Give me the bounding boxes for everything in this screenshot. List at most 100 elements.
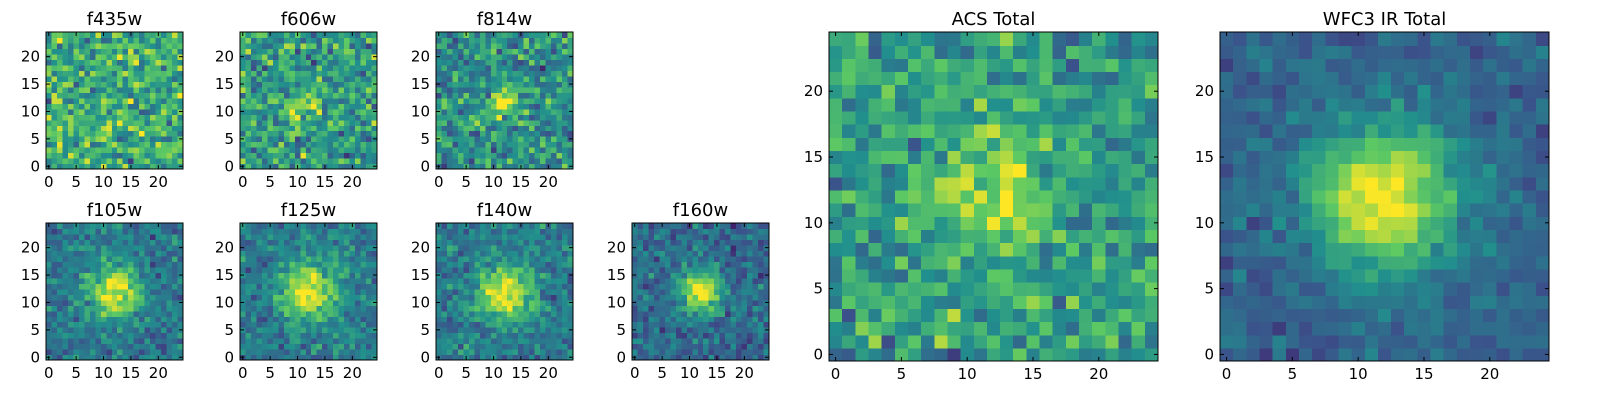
heatmap-cell (747, 283, 754, 290)
heatmap-cell (1013, 242, 1027, 257)
heatmap-cell (78, 250, 85, 257)
heatmap-cell (177, 64, 184, 71)
heatmap-cell (272, 75, 279, 82)
heatmap-cell (551, 75, 558, 82)
heatmap-cell (567, 332, 574, 339)
heatmap-cell (133, 327, 140, 334)
heatmap-cell (272, 163, 279, 170)
heatmap-cell (289, 305, 296, 312)
heatmap-cell (67, 354, 74, 361)
heatmap-cell (366, 321, 373, 328)
heatmap-cell (283, 261, 290, 268)
heatmap-cell (670, 354, 677, 361)
heatmap-cell (62, 261, 69, 268)
heatmap-cell (366, 228, 373, 235)
heatmap-cell (463, 81, 470, 88)
heatmap-cell (501, 332, 508, 339)
heatmap-cell (111, 327, 118, 334)
heatmap-cell (763, 223, 770, 230)
heatmap-cell (150, 114, 157, 121)
heatmap-cell (311, 283, 318, 290)
heatmap-cell (349, 250, 356, 257)
heatmap-cell (172, 250, 179, 257)
heatmap-cell (338, 37, 345, 44)
heatmap-cell (540, 223, 547, 230)
heatmap-cell (632, 277, 639, 284)
heatmap-cell (360, 75, 367, 82)
heatmap-cell (523, 255, 530, 262)
heatmap-cell (245, 59, 252, 66)
heatmap-cell (556, 119, 563, 126)
heatmap-cell (441, 321, 448, 328)
heatmap-cell (881, 229, 896, 244)
heatmap-cell (752, 332, 759, 339)
heatmap-cell (111, 233, 118, 241)
heatmap-cell (311, 163, 318, 170)
heatmap-cell (333, 70, 340, 77)
heatmap-cell (556, 141, 563, 148)
heatmap-cell (501, 250, 508, 257)
heatmap-cell (441, 338, 448, 345)
heatmap-cell (457, 343, 464, 350)
heatmap-cell (986, 189, 1001, 204)
heatmap-cell (283, 250, 290, 257)
heatmap-cell (106, 223, 113, 230)
heatmap-cell (177, 147, 184, 154)
heatmap-cell (523, 321, 530, 328)
heatmap-cell (921, 229, 935, 244)
heatmap-cell (725, 277, 732, 284)
heatmap-cell (166, 136, 173, 143)
heatmap-cell (89, 136, 96, 143)
heatmap-cell (719, 354, 726, 361)
heatmap-cell (283, 75, 290, 82)
heatmap-cell (686, 332, 693, 339)
heatmap-cell (947, 216, 962, 230)
heatmap-cell (311, 327, 318, 334)
heatmap-cell (567, 42, 574, 50)
heatmap-cell (122, 299, 129, 306)
heatmap-cell (436, 255, 443, 262)
heatmap-cell (534, 310, 541, 317)
heatmap-cell (316, 130, 323, 137)
heatmap-cell (128, 316, 135, 323)
heatmap-cell (829, 229, 843, 244)
heatmap-cell (708, 266, 715, 273)
heatmap-cell (681, 288, 688, 295)
heatmap-cell (106, 305, 113, 312)
heatmap-cell (355, 266, 362, 273)
heatmap-cell (344, 64, 351, 71)
heatmap-cell (829, 176, 843, 191)
heatmap-cell (664, 354, 671, 361)
heatmap-cell (512, 119, 519, 126)
heatmap-cell (479, 299, 486, 306)
heatmap-cell (128, 141, 135, 148)
heatmap-cell (338, 250, 345, 257)
heatmap-cell (150, 147, 157, 154)
heatmap-cell (523, 354, 530, 361)
heatmap-cell (360, 310, 367, 317)
heatmap-cell (294, 255, 301, 262)
heatmap-cell (355, 141, 362, 148)
heatmap-cell (485, 327, 492, 334)
heatmap-cell (62, 59, 69, 66)
heatmap-cell (261, 136, 268, 143)
heatmap-cell (161, 70, 168, 77)
heatmap-cell (294, 288, 301, 295)
heatmap-cell (256, 32, 263, 39)
heatmap-cell (46, 250, 53, 257)
heatmap-cell (501, 92, 508, 99)
heatmap-cell (166, 59, 173, 66)
heatmap-cell (245, 92, 252, 99)
heatmap-cell (360, 338, 367, 345)
heatmap-cell (139, 266, 146, 273)
heatmap-cell (747, 223, 754, 230)
heatmap-cell (267, 114, 274, 121)
heatmap-cell (161, 316, 168, 323)
heatmap-cell (441, 244, 448, 251)
heatmap-cell (496, 277, 503, 284)
heatmap-cell (1118, 176, 1133, 191)
heatmap-cell (133, 223, 140, 230)
heatmap-cell (139, 37, 146, 44)
heatmap-cell (763, 316, 770, 323)
heatmap-cell (741, 327, 748, 334)
